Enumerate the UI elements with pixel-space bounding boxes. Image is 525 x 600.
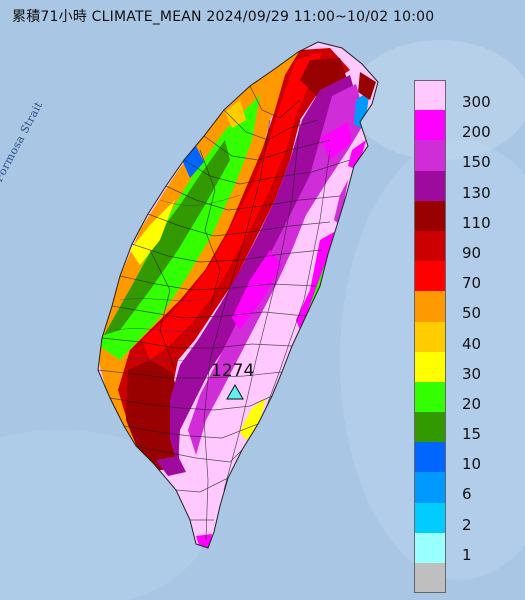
legend-label: 6 — [462, 485, 472, 504]
legend-label: 110 — [462, 213, 491, 232]
legend-row: 15 — [414, 412, 510, 444]
legend-row: 30 — [414, 351, 510, 383]
legend-swatch — [414, 291, 446, 322]
legend-row: 90 — [414, 230, 510, 262]
legend-swatch — [414, 110, 446, 141]
legend-label: 1 — [462, 545, 472, 564]
legend-label: 50 — [462, 304, 482, 323]
legend-label: 300 — [462, 93, 491, 111]
legend-swatch — [414, 442, 446, 473]
legend-label: 15 — [462, 425, 482, 444]
legend-label: 20 — [462, 394, 482, 413]
legend-swatch — [414, 261, 446, 292]
legend-swatch — [414, 230, 446, 262]
legend-row: 70 — [414, 261, 510, 293]
legend-label: 200 — [462, 123, 491, 142]
legend-row: 10 — [414, 442, 510, 474]
legend-swatch — [414, 140, 446, 171]
legend-row: 6 — [414, 472, 510, 504]
legend-row: 200 — [414, 110, 510, 142]
legend-row: 20 — [414, 381, 510, 413]
map-title: 累積71小時 CLIMATE_MEAN 2024/09/29 11:00~10/… — [12, 9, 435, 25]
legend-swatch — [414, 532, 446, 563]
legend-swatch — [414, 563, 446, 594]
max-rainfall-value: 1274 — [211, 361, 255, 381]
legend-swatch — [414, 80, 446, 111]
legend-row: 1 — [414, 532, 510, 564]
legend-label: 2 — [462, 515, 472, 534]
legend-swatch — [414, 200, 446, 231]
legend-label: 90 — [462, 243, 482, 262]
legend-label: 30 — [462, 364, 482, 383]
legend-label: 70 — [462, 274, 482, 293]
legend-swatch — [414, 472, 446, 503]
legend-swatch — [414, 321, 446, 352]
legend-row: 40 — [414, 321, 510, 353]
legend-swatch — [414, 351, 446, 382]
legend-label: 130 — [462, 183, 491, 202]
legend-swatch — [414, 170, 446, 201]
legend-row: 150 — [414, 140, 510, 172]
rainfall-legend: 300 200 150 130 110 90 70 50 40 30 20 15 10 6 2 1 — [414, 80, 510, 594]
legend-row: 50 — [414, 291, 510, 323]
max-rainfall-marker-icon — [226, 384, 244, 400]
legend-label: 150 — [462, 153, 491, 172]
legend-swatch — [414, 381, 446, 413]
legend-label: 10 — [462, 455, 482, 474]
legend-row: 300 — [414, 80, 510, 111]
legend-swatch — [414, 412, 446, 443]
legend-row: 110 — [414, 200, 510, 232]
legend-label: 40 — [462, 334, 482, 353]
legend-row: 2 — [414, 502, 510, 534]
legend-row: 130 — [414, 170, 510, 202]
legend-row — [414, 563, 510, 594]
legend-swatch — [414, 502, 446, 533]
